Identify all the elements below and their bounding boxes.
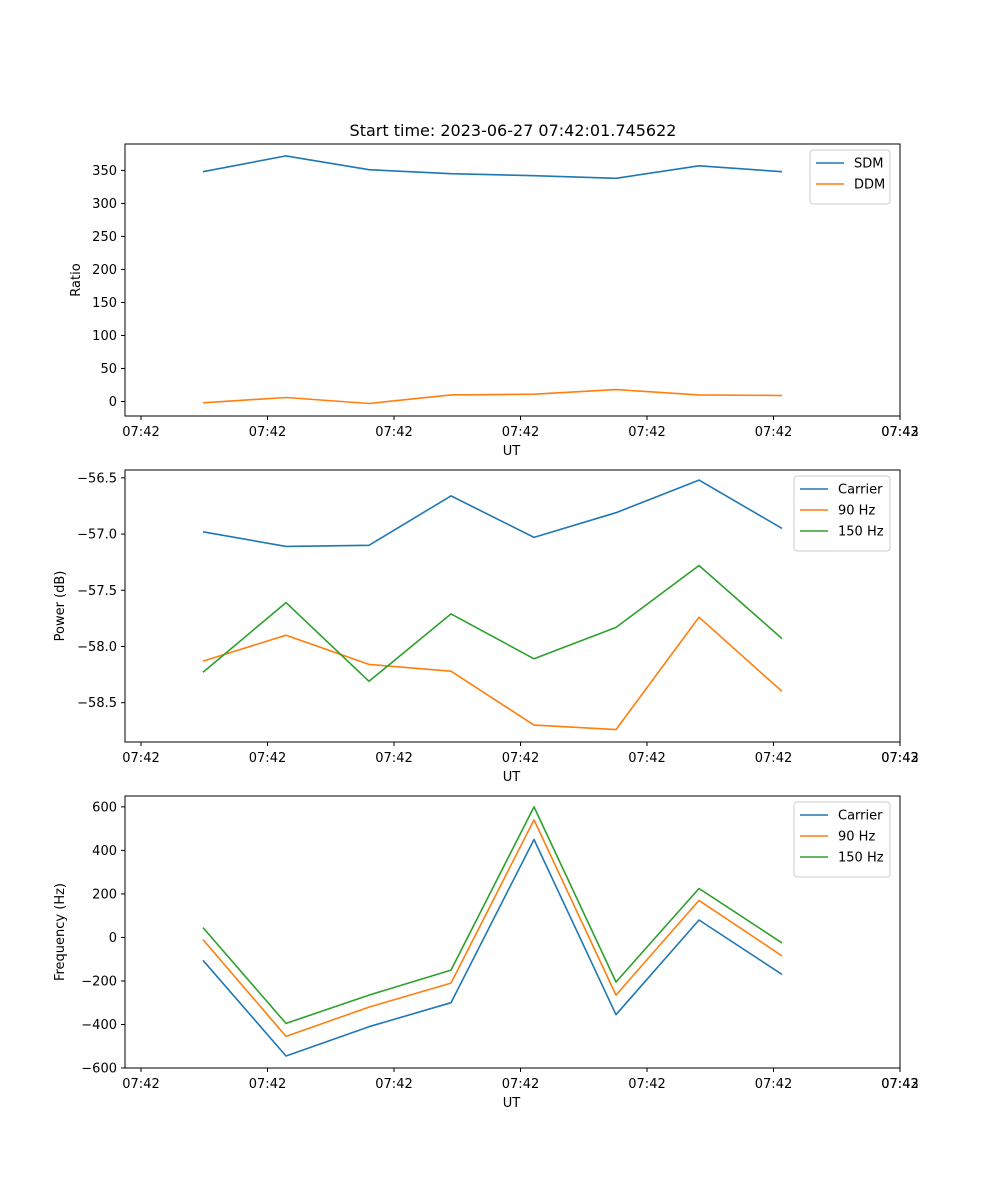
x-tick-label: 07:42 [628,751,665,766]
x-tick-label: 07:42 [881,751,918,766]
y-axis-label: Frequency (Hz) [53,883,68,981]
chart-panel-2: 07:42 07:42 07:42 07:42 07:42 07:42 07:4207:43… [53,469,919,785]
x-tick-label: 07:42 [628,1077,665,1092]
y-tick-label: 200 [92,263,117,278]
legend: Carrier 90 Hz 150 Hz [793,801,891,878]
y-tick-label: 250 [92,230,117,245]
y-tick-label: −57.5 [77,584,117,599]
legend-label: Carrier [838,483,883,498]
y-tick-label: −600 [81,1062,117,1077]
y-axis-label: Ratio [69,263,84,296]
chart-panel-1: 07:42 07:42 07:42 07:42 07:42 07:42 07:4207:43… [69,143,919,459]
y-tick-label: 150 [92,296,117,311]
x-axis-label: UT [503,1096,521,1111]
x-tick-label: 07:42 [755,751,792,766]
x-tick-label: 07:43 [881,425,918,440]
legend-label: 90 Hz [838,830,875,845]
x-tick-label: 07:42 [755,425,792,440]
x-tick-label: 07:42 [502,751,539,766]
y-tick-label: 200 [92,887,117,902]
x-tick-label: 07:42 [375,425,412,440]
y-tick-label: −58.0 [77,640,117,655]
legend-label: SDM [854,157,883,172]
x-tick-label: 07:42 [628,425,665,440]
legend: SDM DDM [809,149,891,205]
x-tick-label: 07:42 [755,1077,792,1092]
series-line-ddm [202,388,783,405]
y-tick-label: −58.5 [77,696,117,711]
x-axis-label: UT [503,770,521,785]
series-line-150-hz [202,564,783,683]
x-tick-label: 07:42 [249,425,286,440]
y-tick-label: −200 [81,974,117,989]
x-tick-label: 07:42 [375,751,412,766]
series-line-carrier [202,479,783,548]
x-tick-label: 07:42 [249,751,286,766]
series-line-90-hz [202,616,783,731]
x-tick-label: 07:42 [122,425,159,440]
legend-label: 90 Hz [838,504,875,519]
x-axis-label: UT [503,444,521,459]
legend: Carrier 90 Hz 150 Hz [793,475,891,552]
y-tick-label: −400 [81,1018,117,1033]
y-tick-label: 0 [109,931,117,946]
series-line-90-hz [202,819,783,1038]
legend-label: Carrier [838,809,883,824]
series-line-sdm [202,155,783,180]
x-tick-label: 07:42 [881,1077,918,1092]
x-tick-label: 07:42 [502,425,539,440]
plot-frame [124,143,901,417]
series-line-150-hz [202,806,783,1025]
x-tick-label: 07:42 [502,1077,539,1092]
y-tick-label: 350 [92,164,117,179]
chart-panel-3: 07:42 07:42 07:42 07:42 07:42 07:42 07:4207:43… [53,795,919,1111]
x-tick-label: 07:42 [249,1077,286,1092]
plot-frame [124,795,901,1069]
x-tick-label: 07:42 [122,1077,159,1092]
legend-box [793,475,891,552]
y-tick-label: −56.5 [77,471,117,486]
legend-label: 150 Hz [838,851,884,866]
y-tick-label: 50 [100,362,117,377]
x-tick-label: 07:43 [881,1077,918,1092]
x-tick-label: 07:42 [375,1077,412,1092]
series-line-carrier [202,838,783,1057]
y-axis-label: Power (dB) [53,571,68,642]
legend-label: DDM [854,178,885,193]
x-tick-label: 07:42 [122,751,159,766]
x-tick-label: 07:42 [881,425,918,440]
y-tick-label: 300 [92,197,117,212]
legend-label: 150 Hz [838,525,884,540]
y-tick-label: 400 [92,844,117,859]
x-tick-label: 07:43 [881,751,918,766]
y-tick-label: 100 [92,329,117,344]
legend-box [793,801,891,878]
figure-title: Start time: 2023-06-27 07:42:01.745622 [350,121,677,140]
y-tick-label: −57.0 [77,528,117,543]
y-tick-label: 0 [109,395,117,410]
y-tick-label: 600 [92,800,117,815]
plot-frame [124,469,901,743]
